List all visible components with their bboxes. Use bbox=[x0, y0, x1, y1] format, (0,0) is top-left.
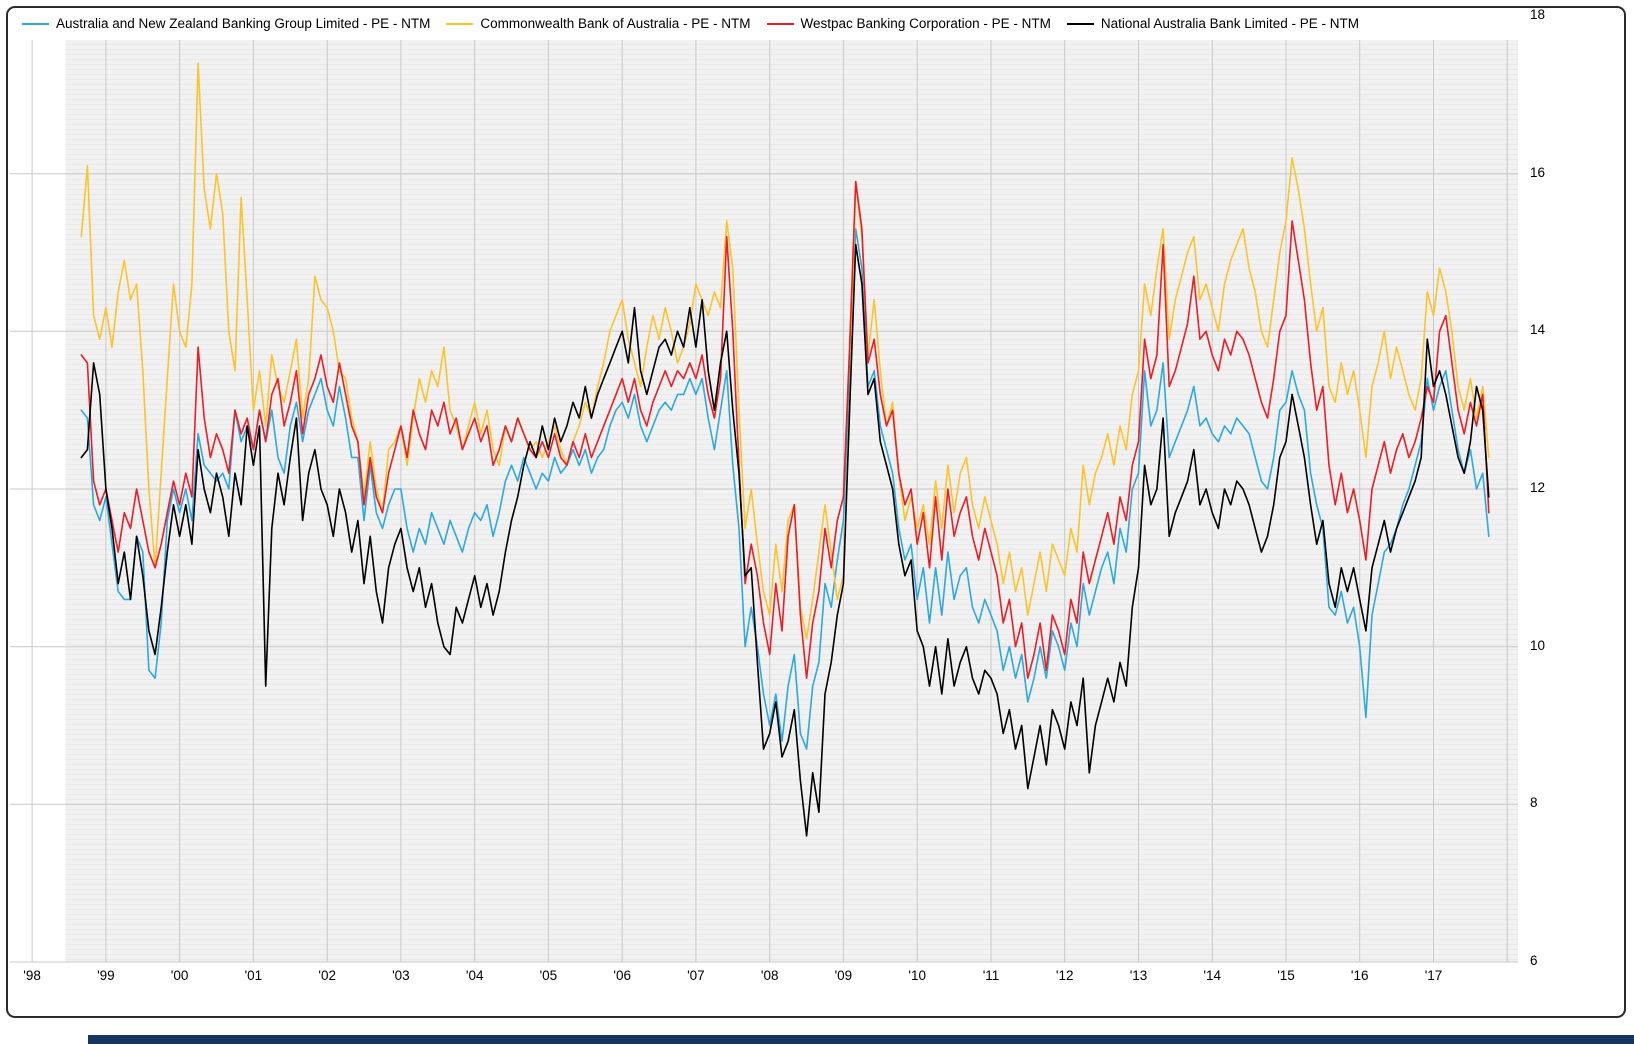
legend-label-cba: Commonwealth Bank of Australia - PE - NT… bbox=[480, 16, 751, 31]
x-tick-label: '13 bbox=[1129, 968, 1148, 983]
x-tick-label: '98 bbox=[23, 968, 41, 983]
legend-label-wbc: Westpac Banking Corporation - PE - NTM bbox=[800, 16, 1051, 31]
x-tick-label: '07 bbox=[687, 968, 705, 983]
y-axis: 6 8 10 12 14 16 18 bbox=[1530, 7, 1618, 1016]
y-tick-label: 18 bbox=[1530, 7, 1546, 22]
legend-line-swatch-wbc bbox=[766, 22, 794, 25]
x-tick-label: '03 bbox=[392, 968, 410, 983]
x-tick-label: '06 bbox=[613, 968, 631, 983]
plot-area[interactable] bbox=[10, 10, 1522, 966]
chart-window: Australia and New Zealand Banking Group … bbox=[6, 6, 1626, 1018]
x-tick-label: '12 bbox=[1055, 968, 1074, 983]
legend-line-swatch-nab bbox=[1066, 22, 1094, 25]
legend-item-anz: Australia and New Zealand Banking Group … bbox=[22, 16, 430, 31]
x-tick-label: '00 bbox=[170, 968, 189, 983]
x-tick-label: '99 bbox=[97, 968, 115, 983]
x-tick-label: '08 bbox=[760, 968, 779, 983]
x-tick-label: '16 bbox=[1350, 968, 1369, 983]
x-tick-label: '11 bbox=[982, 968, 1000, 983]
y-tick-label: 8 bbox=[1530, 795, 1538, 811]
y-tick-label: 6 bbox=[1530, 953, 1538, 968]
y-tick-label: 16 bbox=[1530, 164, 1546, 180]
y-tick-label: 12 bbox=[1530, 480, 1546, 495]
x-tick-label: '10 bbox=[908, 968, 926, 983]
legend-label-anz: Australia and New Zealand Banking Group … bbox=[56, 16, 431, 31]
legend-item-nab: National Australia Bank Limited - PE - N… bbox=[1066, 16, 1359, 31]
x-tick-label: '15 bbox=[1277, 968, 1295, 983]
legend-line-swatch-anz bbox=[22, 22, 49, 25]
x-tick-label: '04 bbox=[465, 968, 484, 983]
legend: Australia and New Zealand Banking Group … bbox=[10, 11, 1528, 36]
y-tick-label: 10 bbox=[1530, 637, 1546, 653]
x-tick-label: '09 bbox=[834, 968, 853, 983]
x-tick-label: '14 bbox=[1203, 968, 1221, 983]
x-tick-label: '01 bbox=[244, 968, 263, 983]
x-tick-label: '17 bbox=[1424, 968, 1443, 983]
legend-line-swatch-cba bbox=[446, 22, 474, 25]
x-tick-label: '02 bbox=[318, 968, 336, 983]
legend-label-nab: National Australia Bank Limited - PE - N… bbox=[1100, 16, 1359, 31]
bottom-bar bbox=[88, 1035, 1634, 1044]
legend-item-cba: Commonwealth Bank of Australia - PE - NT… bbox=[446, 16, 751, 31]
y-tick-label: 14 bbox=[1530, 322, 1546, 338]
x-tick-label: '05 bbox=[539, 968, 558, 983]
legend-item-wbc: Westpac Banking Corporation - PE - NTM bbox=[766, 16, 1051, 31]
x-axis: '98 '99 '00 '01 '02 '03 '04 '05 '06 '07 '08 '09 '10 '… bbox=[10, 966, 1522, 988]
